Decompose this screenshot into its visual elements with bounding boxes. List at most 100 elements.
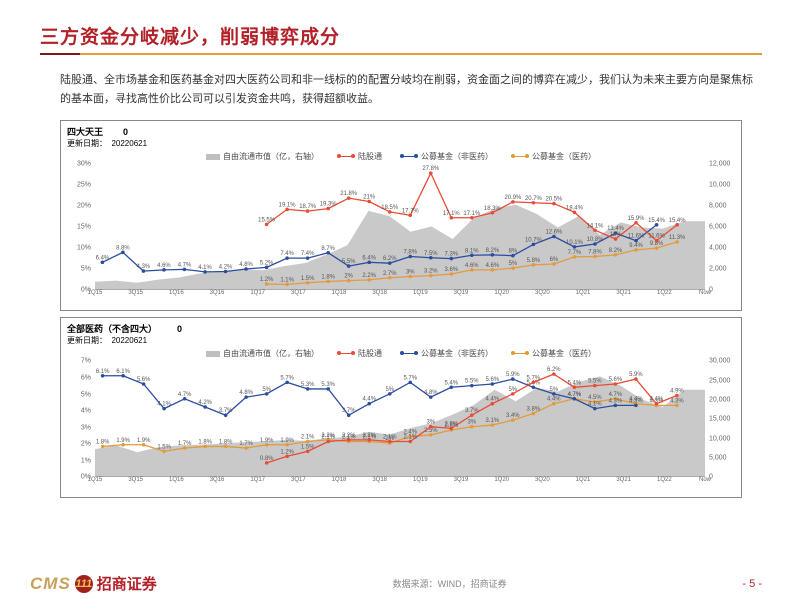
svg-text:3%: 3% (467, 420, 476, 426)
svg-text:5.9%: 5.9% (506, 372, 520, 378)
svg-text:14.1%: 14.1% (587, 224, 605, 230)
svg-text:4.3%: 4.3% (609, 399, 623, 405)
chart-bottom: 全部医药（不含四大） 0更新日期： 20220621 自由流通市值（亿，右轴） … (60, 317, 742, 498)
svg-text:4.7%: 4.7% (609, 392, 623, 398)
svg-text:18.5%: 18.5% (381, 205, 399, 211)
plot-area: 1.8%1.9%1.9%1.5%1.7%1.8%1.8%1.7%1.9%1.9%… (95, 361, 705, 477)
svg-text:17.1%: 17.1% (463, 211, 481, 217)
chart-legend: 自由流通市值（亿，右轴） 陆股通 公募基金（非医药） 公募基金（医药） (67, 346, 735, 361)
svg-text:15.4%: 15.4% (669, 218, 687, 224)
svg-text:3.7%: 3.7% (342, 409, 356, 415)
brand-circle-icon: 111 (75, 575, 93, 593)
svg-text:5.4%: 5.4% (445, 381, 459, 387)
svg-text:4.3%: 4.3% (670, 399, 684, 405)
y-axis-right: 02,0004,0006,0008,00010,00012,000 (707, 164, 735, 304)
svg-text:1.5%: 1.5% (301, 445, 315, 451)
svg-text:8.2%: 8.2% (609, 248, 623, 254)
svg-text:1.8%: 1.8% (96, 440, 110, 446)
svg-text:3%: 3% (406, 270, 415, 276)
svg-text:6.1%: 6.1% (96, 369, 110, 375)
svg-text:4.2%: 4.2% (198, 400, 212, 406)
svg-text:4.7%: 4.7% (568, 392, 582, 398)
footer: CMS 111 招商证券 数据来源：WIND，招商证券 - 5 - (0, 573, 802, 594)
svg-text:1.5%: 1.5% (301, 276, 315, 282)
body-text: 陆股通、全市场基金和医药基金对四大医药公司和非一线标的的配置分岐均在削弱，资金面… (0, 61, 802, 114)
svg-text:1.5%: 1.5% (157, 445, 171, 451)
svg-text:5.9%: 5.9% (629, 372, 643, 378)
svg-text:11.3%: 11.3% (669, 235, 686, 241)
brand-cn: 招商证券 (97, 573, 157, 594)
svg-text:7.8%: 7.8% (588, 250, 602, 256)
svg-text:5%: 5% (550, 387, 559, 393)
svg-text:1.9%: 1.9% (280, 438, 294, 444)
svg-text:6.1%: 6.1% (116, 369, 130, 375)
chart-legend: 自由流通市值（亿，右轴） 陆股通 公募基金（非医药） 公募基金（医药） (67, 149, 735, 164)
svg-text:5%: 5% (509, 387, 518, 393)
svg-text:5.6%: 5.6% (486, 377, 500, 383)
svg-text:1.8%: 1.8% (198, 440, 212, 446)
svg-text:5.7%: 5.7% (527, 376, 541, 382)
plot-area: 1.2%1.1%1.5%1.8%2%2.2%2.7%3%3.2%3.6%4.6%… (95, 164, 705, 290)
svg-text:1.8%: 1.8% (219, 440, 233, 446)
svg-text:2.2%: 2.2% (342, 433, 356, 439)
svg-text:5.3%: 5.3% (301, 382, 315, 388)
svg-text:5.2%: 5.2% (260, 261, 274, 267)
svg-text:17.7%: 17.7% (402, 209, 420, 215)
svg-text:19.3%: 19.3% (320, 202, 338, 208)
svg-text:2.1%: 2.1% (403, 435, 417, 441)
svg-text:15.5%: 15.5% (258, 218, 276, 224)
svg-text:5.5%: 5.5% (465, 379, 479, 385)
svg-text:4.4%: 4.4% (362, 397, 376, 403)
svg-text:4.9%: 4.9% (670, 389, 684, 395)
y-axis-right: 05,00010,00015,00020,00025,00030,000 (707, 361, 735, 491)
svg-text:7.8%: 7.8% (403, 250, 417, 256)
svg-text:4.5%: 4.5% (588, 395, 602, 401)
svg-text:2.1%: 2.1% (321, 435, 335, 441)
chart-date: 更新日期： 20220621 (67, 138, 735, 149)
svg-text:7.3%: 7.3% (445, 252, 459, 258)
svg-text:2.9%: 2.9% (445, 422, 459, 428)
svg-text:2%: 2% (344, 274, 353, 280)
svg-text:4.1%: 4.1% (157, 402, 171, 408)
svg-text:4.2%: 4.2% (219, 265, 233, 271)
x-axis: 1Q153Q151Q163Q161Q173Q171Q183Q181Q193Q19… (95, 290, 705, 304)
svg-text:4.1%: 4.1% (588, 402, 602, 408)
page-number: - 5 - (742, 578, 762, 590)
svg-text:4.3%: 4.3% (137, 264, 151, 270)
svg-text:0.8%: 0.8% (260, 456, 274, 462)
data-source: 数据来源：WIND，招商证券 (393, 577, 507, 590)
svg-text:18.3%: 18.3% (484, 206, 502, 212)
svg-text:10.7%: 10.7% (525, 238, 543, 244)
svg-text:4.3%: 4.3% (629, 399, 643, 405)
svg-text:1.2%: 1.2% (260, 277, 274, 283)
svg-text:21.8%: 21.8% (340, 192, 358, 198)
svg-text:12.6%: 12.6% (546, 230, 564, 236)
svg-text:3.6%: 3.6% (445, 267, 459, 273)
svg-text:7.4%: 7.4% (301, 252, 315, 258)
svg-text:5%: 5% (262, 387, 271, 393)
svg-text:17.1%: 17.1% (443, 211, 461, 217)
svg-text:2.1%: 2.1% (301, 435, 315, 441)
svg-text:4.7%: 4.7% (178, 392, 192, 398)
svg-text:5.3%: 5.3% (321, 382, 335, 388)
svg-text:3.7%: 3.7% (219, 409, 233, 415)
svg-text:18.4%: 18.4% (566, 206, 584, 212)
svg-text:12%: 12% (610, 232, 623, 238)
svg-text:2.2%: 2.2% (362, 433, 376, 439)
svg-text:3.8%: 3.8% (527, 407, 541, 413)
svg-text:10.1%: 10.1% (566, 240, 584, 246)
svg-text:5.4%: 5.4% (568, 381, 582, 387)
svg-text:8.1%: 8.1% (465, 249, 479, 255)
svg-text:3%: 3% (426, 420, 435, 426)
svg-text:4.4%: 4.4% (547, 397, 561, 403)
svg-text:4.8%: 4.8% (239, 262, 253, 268)
svg-text:5%: 5% (509, 262, 518, 268)
title-underline (40, 53, 762, 55)
svg-text:2.5%: 2.5% (424, 428, 438, 434)
svg-text:5.6%: 5.6% (137, 377, 151, 383)
svg-text:9.4%: 9.4% (629, 243, 643, 249)
chart-title: 全部医药（不含四大） 0 (67, 322, 735, 335)
svg-text:5.5%: 5.5% (588, 379, 602, 385)
svg-text:6.4%: 6.4% (362, 256, 376, 262)
svg-text:4.4%: 4.4% (650, 397, 664, 403)
